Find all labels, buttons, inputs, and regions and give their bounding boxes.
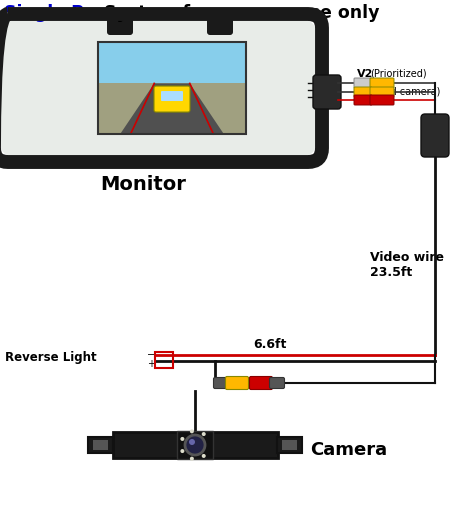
Text: Single Power: Single Power: [4, 4, 132, 22]
FancyBboxPatch shape: [354, 95, 372, 105]
FancyBboxPatch shape: [161, 91, 183, 101]
Circle shape: [181, 437, 184, 441]
Bar: [177, 431, 213, 459]
Bar: [98, 83, 246, 134]
Bar: [113, 432, 278, 458]
Text: +: +: [147, 359, 155, 369]
Circle shape: [190, 429, 194, 433]
Bar: [88, 437, 113, 453]
FancyBboxPatch shape: [213, 378, 228, 388]
Bar: [282, 440, 297, 450]
FancyBboxPatch shape: [107, 17, 133, 35]
Bar: [277, 437, 302, 453]
FancyBboxPatch shape: [370, 78, 394, 88]
FancyBboxPatch shape: [270, 378, 284, 388]
FancyBboxPatch shape: [207, 17, 233, 35]
Circle shape: [181, 449, 184, 453]
Text: 6.6ft: 6.6ft: [253, 338, 287, 351]
FancyBboxPatch shape: [370, 87, 394, 97]
Circle shape: [185, 435, 205, 455]
FancyBboxPatch shape: [354, 78, 372, 88]
Circle shape: [202, 454, 206, 458]
Text: (Prioritized): (Prioritized): [370, 69, 427, 79]
FancyBboxPatch shape: [0, 20, 316, 156]
Bar: [155, 352, 173, 368]
Bar: [93, 440, 108, 450]
FancyBboxPatch shape: [354, 87, 372, 97]
Text: Video wire
23.5ft: Video wire 23.5ft: [370, 251, 444, 279]
FancyBboxPatch shape: [370, 95, 394, 105]
Circle shape: [202, 432, 206, 436]
Circle shape: [189, 439, 195, 445]
Bar: [98, 42, 246, 134]
Circle shape: [190, 457, 194, 461]
Polygon shape: [120, 83, 224, 134]
Text: V2: V2: [357, 69, 374, 79]
Text: −: −: [147, 350, 155, 360]
FancyBboxPatch shape: [154, 86, 190, 112]
Bar: [98, 42, 246, 83]
Text: Monitor: Monitor: [100, 176, 186, 194]
Text: Camera: Camera: [310, 441, 387, 459]
FancyBboxPatch shape: [313, 75, 341, 109]
FancyBboxPatch shape: [226, 377, 248, 389]
Text: V1: V1: [357, 87, 374, 97]
Text: System for reverse use only: System for reverse use only: [98, 4, 380, 22]
FancyBboxPatch shape: [421, 114, 449, 157]
FancyBboxPatch shape: [249, 377, 273, 389]
Text: Reverse Light: Reverse Light: [5, 351, 97, 365]
Text: (2nd camera): (2nd camera): [371, 87, 440, 97]
